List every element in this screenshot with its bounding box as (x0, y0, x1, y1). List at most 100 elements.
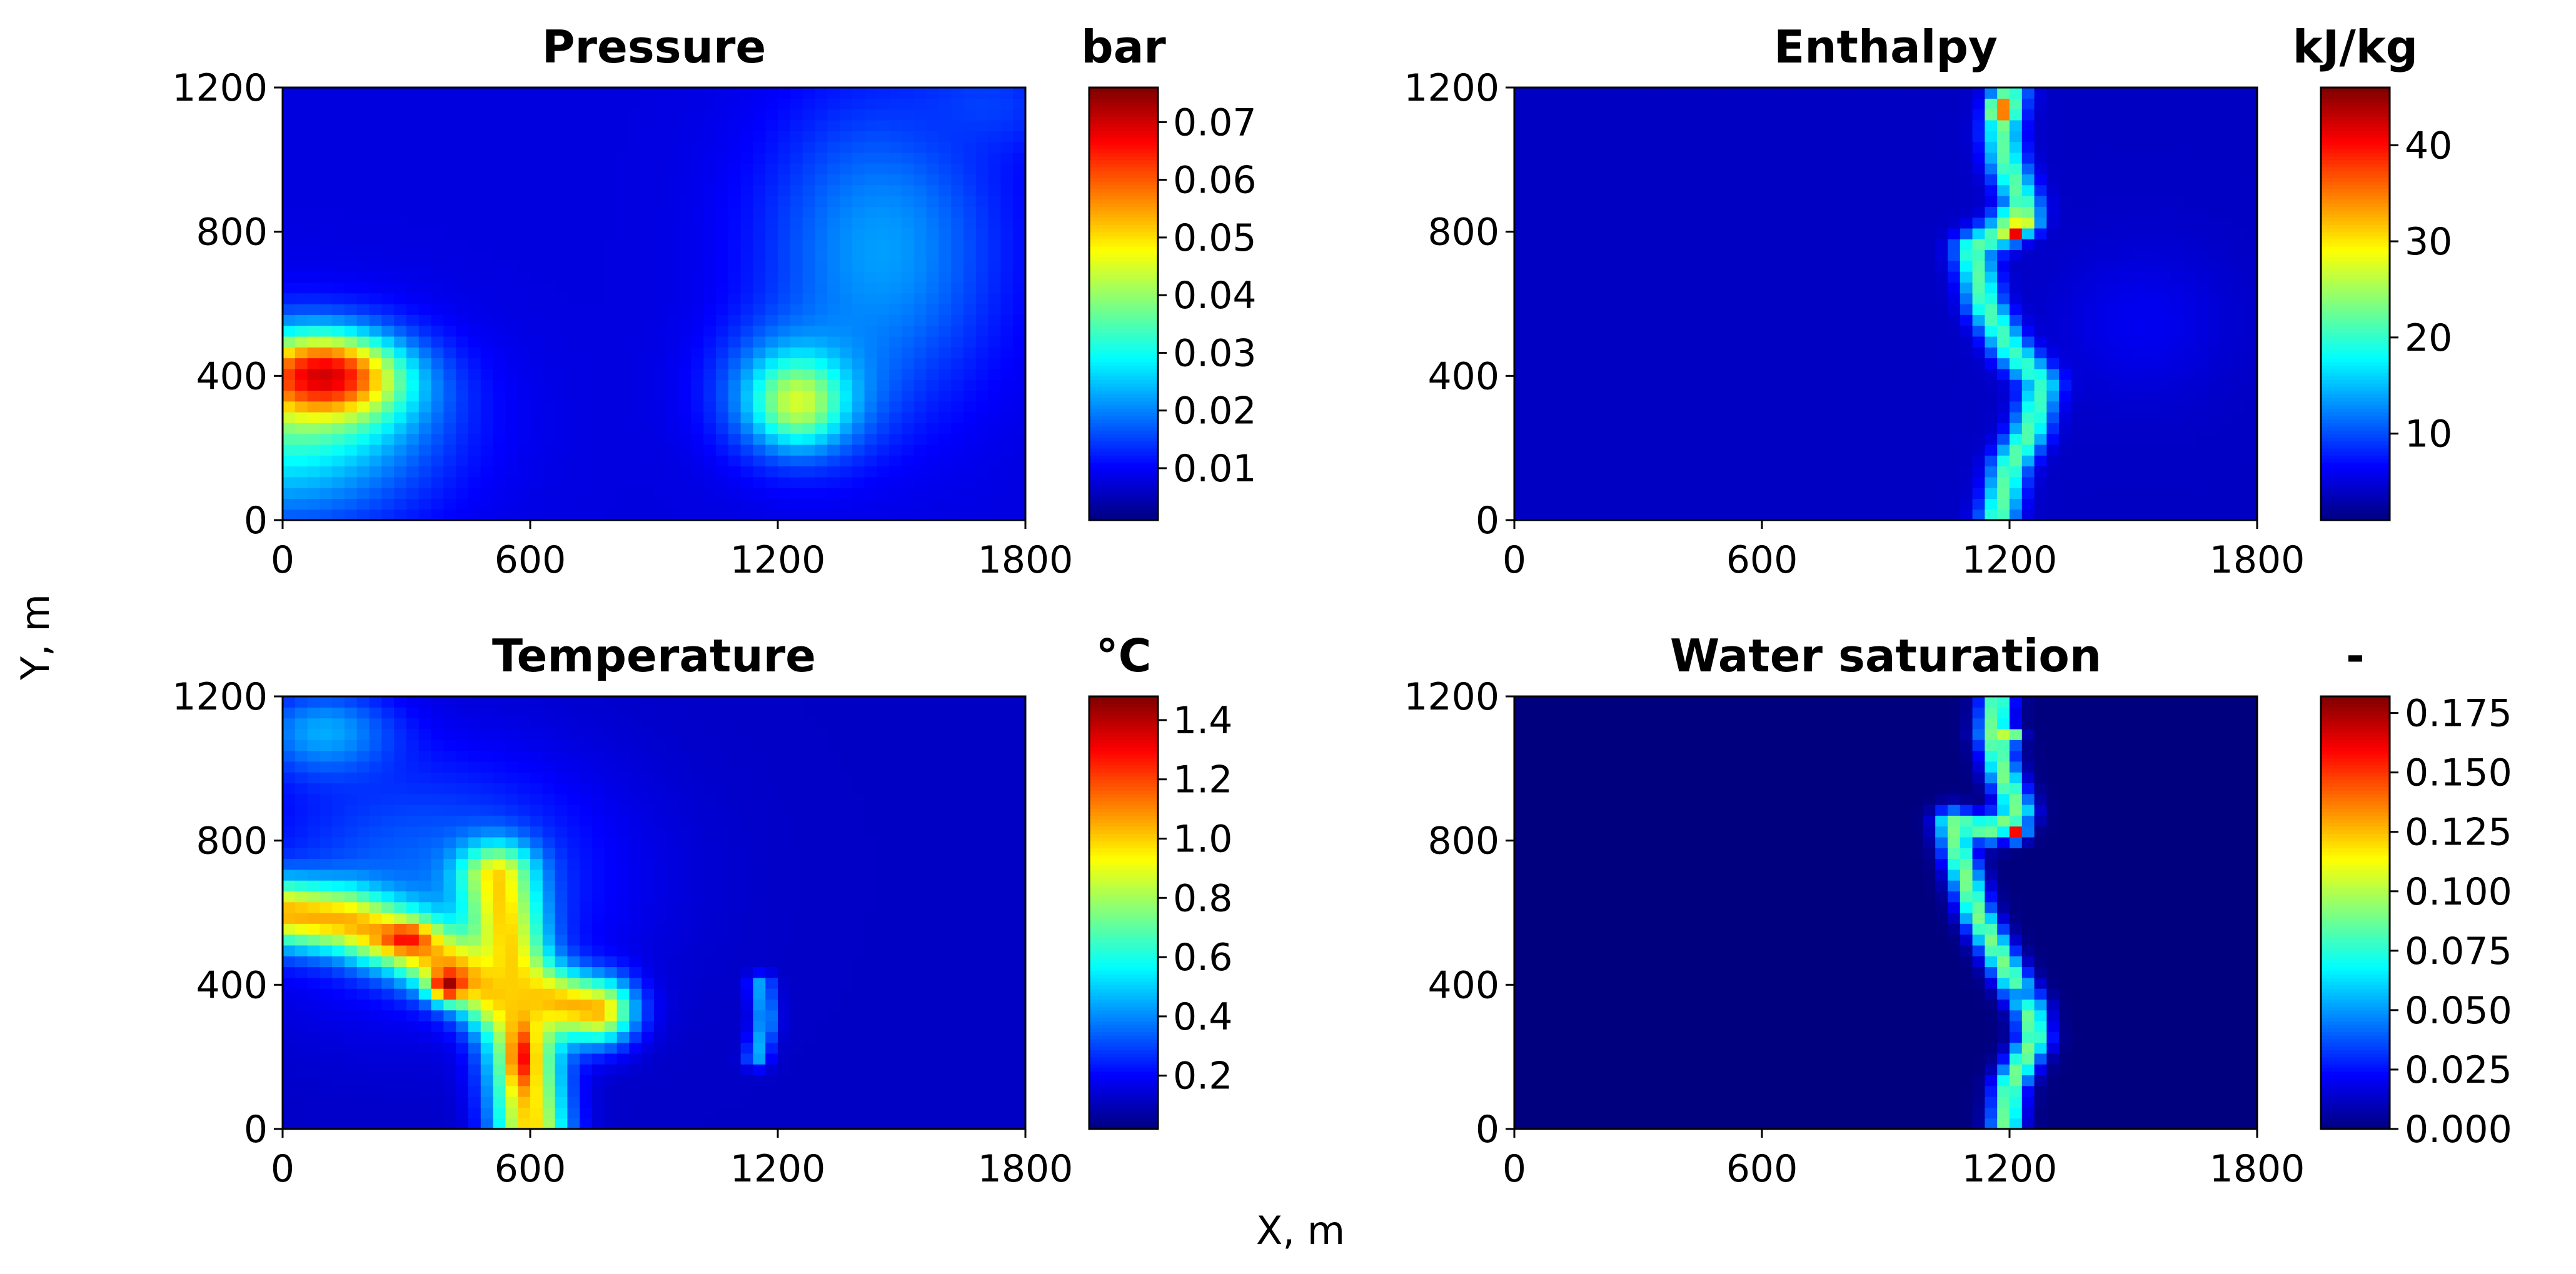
heatmap-cell (283, 509, 296, 521)
heatmap-cell (1000, 196, 1014, 207)
colorbar-strip (1089, 311, 1158, 316)
heatmap-cell (765, 239, 778, 251)
heatmap-cell (2170, 98, 2183, 110)
heatmap-cell (1923, 271, 1936, 283)
heatmap-cell (505, 390, 518, 402)
heatmap-cell (938, 239, 952, 251)
heatmap-cell (505, 476, 518, 488)
heatmap-cell (1985, 98, 1998, 110)
heatmap-cell (629, 412, 642, 423)
heatmap-cell (2195, 488, 2208, 499)
heatmap-cell (418, 131, 432, 143)
heatmap-cell (1626, 412, 1639, 423)
heatmap-cell (815, 228, 828, 239)
heatmap-cell (666, 401, 680, 413)
heatmap-cell (616, 217, 630, 229)
heatmap-cell (1749, 98, 1763, 110)
heatmap-cell (2121, 304, 2134, 315)
heatmap-cell (1564, 196, 1577, 207)
heatmap-cell (802, 163, 815, 174)
heatmap-cell (778, 152, 791, 164)
heatmap-cell (938, 98, 952, 110)
heatmap-cell (2158, 249, 2171, 261)
colorbar-strip (1089, 307, 1158, 312)
heatmap-cell (938, 476, 952, 488)
heatmap-cell (2034, 488, 2047, 499)
heatmap-cell (1712, 239, 1726, 251)
heatmap-cell (778, 358, 791, 369)
heatmap-cell (2195, 368, 2208, 380)
heatmap-cell (716, 152, 729, 164)
heatmap-cell (1774, 423, 1788, 434)
heatmap-cell (542, 455, 556, 467)
heatmap-cell (765, 131, 778, 143)
heatmap-cell (1700, 368, 1713, 380)
heatmap-cell (1638, 390, 1651, 402)
heatmap-cell (2195, 293, 2208, 304)
heatmap-cell (877, 368, 890, 380)
heatmap-cell (1749, 196, 1763, 207)
heatmap-cell (1886, 239, 1899, 251)
heatmap-cell (1588, 119, 1602, 131)
heatmap-cell (2195, 325, 2208, 337)
heatmap-cell (840, 109, 853, 121)
heatmap-cell (1948, 423, 1961, 434)
heatmap-cell (2232, 401, 2245, 413)
heatmap-cell (666, 476, 680, 488)
heatmap-cell (1898, 390, 1911, 402)
heatmap-cell (418, 498, 432, 510)
heatmap-cell (480, 347, 494, 359)
heatmap-cell (2108, 455, 2121, 467)
heatmap-cell (1712, 325, 1726, 337)
heatmap-cell (2071, 433, 2085, 445)
heatmap-cell (654, 184, 667, 196)
heatmap-cell (345, 152, 358, 164)
heatmap-cell (443, 152, 456, 164)
heatmap-cell (307, 196, 320, 207)
heatmap-cell (2158, 455, 2171, 467)
heatmap-cell (567, 509, 580, 521)
heatmap-cell (2083, 444, 2097, 456)
heatmap-cell (765, 347, 778, 359)
heatmap-cell (418, 304, 432, 315)
heatmap-cell (1564, 282, 1577, 294)
heatmap-cell (1000, 498, 1014, 510)
heatmap-cell (988, 401, 1001, 413)
heatmap-cell (2034, 249, 2047, 261)
heatmap-cell (1935, 152, 1948, 164)
heatmap-cell (2021, 314, 2035, 326)
heatmap-cell (790, 260, 803, 272)
heatmap-cell (1873, 217, 1886, 229)
heatmap-cell (1638, 239, 1651, 251)
heatmap-cell (666, 433, 680, 445)
heatmap-cell (2195, 401, 2208, 413)
heatmap-cell (2071, 509, 2085, 521)
heatmap-cell (716, 304, 729, 315)
heatmap-cell (1873, 390, 1886, 402)
heatmap-cell (641, 249, 655, 261)
heatmap-cell (530, 423, 543, 434)
heatmap-cell (864, 358, 877, 369)
heatmap-cell (505, 282, 518, 294)
heatmap-cell (1774, 368, 1788, 380)
heatmap-cell (827, 174, 840, 186)
heatmap-cell (703, 401, 717, 413)
heatmap-cell (1576, 88, 1589, 99)
heatmap-cell (2021, 509, 2035, 521)
heatmap-cell (294, 358, 308, 369)
heatmap-cell (703, 347, 717, 359)
heatmap-cell (1935, 141, 1948, 153)
heatmap-cell (2021, 196, 2035, 207)
heatmap-cell (1650, 174, 1664, 186)
heatmap-cell (716, 239, 729, 251)
heatmap-cell (629, 119, 642, 131)
heatmap-cell (926, 206, 939, 218)
heatmap-cell (443, 379, 456, 391)
heatmap-cell (604, 498, 618, 510)
heatmap-cell (938, 347, 952, 359)
heatmap-cell (2145, 109, 2159, 121)
heatmap-cell (2021, 433, 2035, 445)
heatmap-cell (2133, 196, 2146, 207)
heatmap-cell (2059, 390, 2072, 402)
heatmap-cell (418, 379, 432, 391)
